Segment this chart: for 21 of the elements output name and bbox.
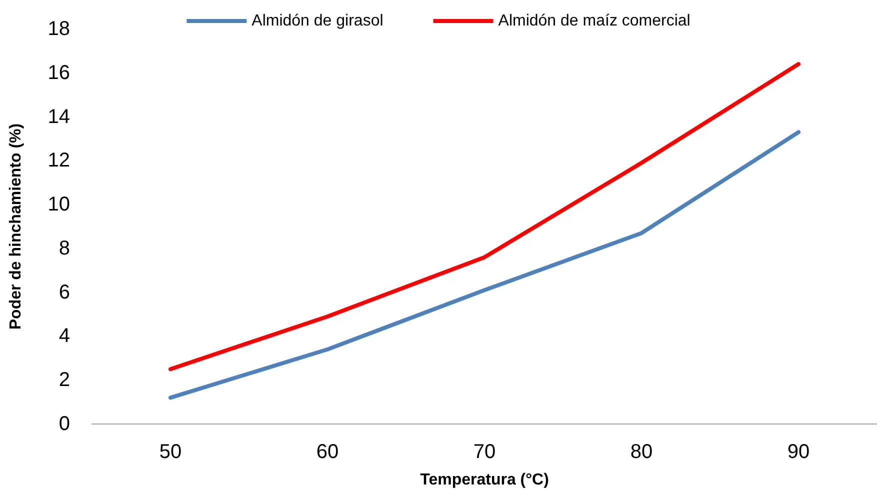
x-tick-label: 60 [316,441,339,463]
y-tick-label: 16 [48,62,70,84]
x-tick-label: 70 [473,441,496,463]
line-series [168,130,800,400]
x-tick-label: 50 [159,441,182,463]
y-tick-label: 2 [58,369,70,392]
y-tick-label: 10 [48,194,70,216]
y-tick-label: 4 [58,325,70,348]
line-series [168,62,800,372]
y-axis-title: Poder de hinchamiento (%) [8,123,24,330]
y-tick-label: 0 [58,413,70,435]
y-tick-label: 14 [48,106,70,128]
x-tick-label: 90 [787,441,810,463]
x-tick-label: 80 [630,441,653,463]
y-tick-label: 12 [48,150,70,172]
x-axis-title: Temperatura (°C) [420,472,549,488]
y-tick-label: 8 [58,237,70,260]
legend-label: Almidón de maíz comercial [498,12,690,30]
y-tick-label: 6 [58,281,70,304]
legend-label: Almidón de girasol [252,12,384,30]
y-tick-label: 18 [48,18,70,40]
